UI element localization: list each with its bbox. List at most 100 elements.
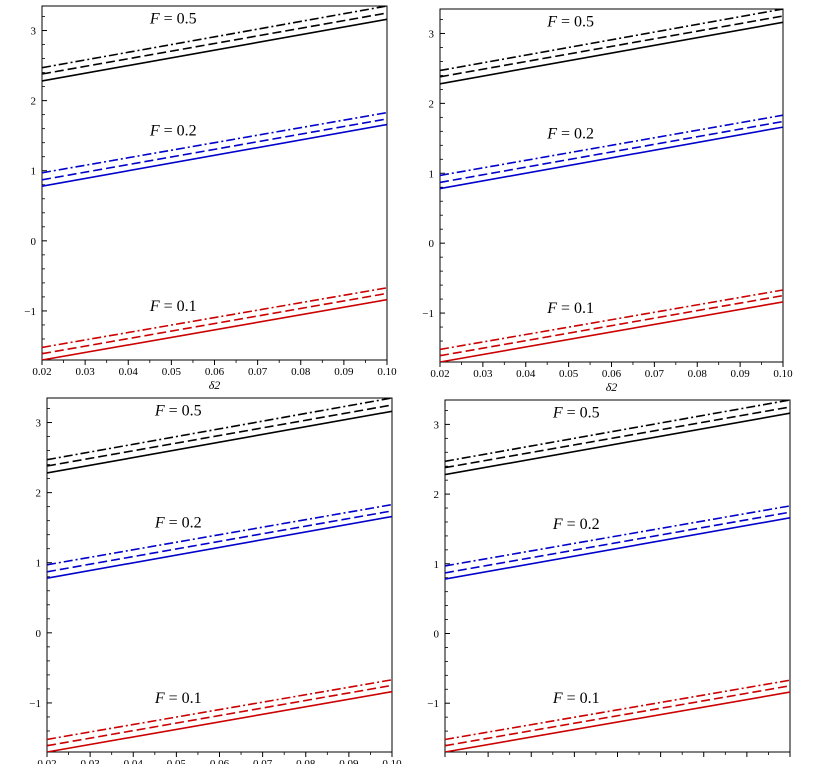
y-tick-label: 2 bbox=[36, 488, 42, 500]
x-tick-label: 0.07 bbox=[248, 366, 268, 378]
series-line-02-dashdot bbox=[42, 111, 387, 174]
y-tick-label: 3 bbox=[434, 419, 440, 431]
series-line-01-dash bbox=[440, 294, 783, 357]
series-line-01-dash bbox=[42, 292, 387, 355]
series-line-02-dash bbox=[440, 120, 783, 184]
series-line-02-dashdot bbox=[445, 505, 790, 567]
y-tick-label: 0 bbox=[31, 236, 37, 248]
series-line-02-dash bbox=[445, 511, 790, 574]
x-tick-label: 0.10 bbox=[382, 758, 402, 764]
x-tick-label: 0.09 bbox=[339, 758, 359, 764]
series-line-05-dashdot bbox=[445, 400, 790, 463]
chart-panel-2: −1 0 1 2 3 0.02 0.03 0.04 0.05 0.06 0.07 0.08 0.09 0.… bbox=[422, 8, 793, 394]
series-line-02-solid bbox=[47, 515, 392, 579]
y-tick-label: 0 bbox=[429, 238, 435, 250]
chart-panel-3: −1 0 1 2 3 0.02 0.03 0.04 0.05 0.06 0.07 0.08 0.09 0.… bbox=[29, 397, 402, 764]
series-line-05-solid bbox=[440, 21, 783, 85]
chart-panel-1: −1 0 1 2 3 0.02 0.03 0.04 0.05 0.06 0.07 0.08 0.09 0.… bbox=[24, 5, 397, 392]
y-tick-label: −1 bbox=[29, 698, 41, 710]
curve-annotation: F = 0.2 bbox=[546, 125, 594, 142]
x-tick-label: 0.03 bbox=[76, 366, 96, 378]
y-tick-label: −1 bbox=[427, 698, 439, 710]
x-tick-label: 0.06 bbox=[602, 368, 622, 380]
y-tick-label: 3 bbox=[429, 28, 435, 40]
series-line-01-solid bbox=[440, 301, 783, 362]
curve-annotation: F = 0.1 bbox=[552, 690, 600, 707]
series-line-01-dash bbox=[445, 685, 790, 747]
series-line-02-dashdot bbox=[440, 114, 783, 177]
y-tick-label: −1 bbox=[422, 308, 434, 320]
x-tick-label: 0.09 bbox=[731, 368, 751, 380]
curve-annotation: F = 0.5 bbox=[546, 13, 594, 30]
x-tick-label: 0.09 bbox=[334, 366, 354, 378]
curve-annotation: F = 0.5 bbox=[149, 11, 197, 28]
series-line-01-solid bbox=[47, 690, 392, 752]
x-tick-label: 0.10 bbox=[377, 366, 397, 378]
y-tick-label: 1 bbox=[434, 559, 440, 571]
series-line-05-dash bbox=[440, 15, 783, 78]
x-axis-label: δ2 bbox=[606, 380, 618, 394]
curve-annotation: F = 0.2 bbox=[552, 516, 600, 533]
x-tick-label: 0.07 bbox=[645, 368, 665, 380]
x-tick-label: 0.03 bbox=[473, 368, 493, 380]
curve-annotation: F = 0.1 bbox=[154, 690, 202, 707]
y-tick-label: 1 bbox=[429, 168, 435, 180]
series-line-05-dash bbox=[445, 406, 790, 469]
y-tick-label: 3 bbox=[36, 418, 42, 430]
series-line-05-solid bbox=[47, 410, 392, 474]
x-tick-label: 0.04 bbox=[516, 368, 536, 380]
x-tick-label: 0.05 bbox=[162, 366, 182, 378]
series-line-05-dash bbox=[47, 404, 392, 467]
series-line-05-dashdot bbox=[440, 9, 783, 72]
x-tick-label: 0.05 bbox=[559, 368, 579, 380]
y-tick-label: 0 bbox=[36, 628, 42, 640]
y-tick-label: 3 bbox=[31, 26, 37, 38]
curve-annotation: F = 0.5 bbox=[154, 403, 202, 420]
x-tick-label: 0.06 bbox=[210, 758, 230, 764]
series-line-02-solid bbox=[445, 517, 790, 580]
series-line-05-dash bbox=[42, 12, 387, 75]
series-line-01-dashdot bbox=[42, 287, 387, 349]
x-tick-label: 0.06 bbox=[205, 366, 225, 378]
y-tick-label: 2 bbox=[434, 489, 440, 501]
series-group bbox=[440, 9, 783, 362]
x-tick-label: 0.08 bbox=[688, 368, 708, 380]
x-tick-label: 0.10 bbox=[773, 368, 793, 380]
x-axis-label: δ2 bbox=[209, 378, 221, 392]
series-line-02-solid bbox=[42, 123, 387, 187]
x-tick-label: 0.02 bbox=[430, 368, 449, 380]
series-line-05-dashdot bbox=[47, 398, 392, 461]
x-tick-label: 0.08 bbox=[291, 366, 311, 378]
series-group bbox=[42, 6, 387, 360]
y-tick-label: −1 bbox=[24, 306, 36, 318]
x-tick-label: 0.02 bbox=[32, 366, 51, 378]
series-group bbox=[445, 400, 790, 752]
series-line-05-dashdot bbox=[42, 6, 387, 69]
curve-annotation: F = 0.1 bbox=[546, 300, 594, 317]
series-line-01-solid bbox=[445, 691, 790, 752]
x-tick-label: 0.02 bbox=[37, 758, 56, 764]
series-line-05-solid bbox=[42, 18, 387, 82]
series-line-01-solid bbox=[42, 298, 387, 360]
series-line-01-dashdot bbox=[440, 289, 783, 351]
x-tick-label: 0.04 bbox=[124, 758, 144, 764]
x-tick-label: 0.03 bbox=[81, 758, 101, 764]
y-tick-label: 2 bbox=[429, 98, 435, 110]
curve-annotation: F = 0.5 bbox=[552, 404, 600, 421]
curve-annotation: F = 0.2 bbox=[154, 515, 202, 532]
series-line-02-dash bbox=[42, 118, 387, 181]
x-tick-label: 0.05 bbox=[167, 758, 187, 764]
series-line-01-dash bbox=[47, 684, 392, 747]
series-line-01-dashdot bbox=[445, 679, 790, 741]
y-tick-label: 1 bbox=[36, 558, 42, 570]
series-line-02-dashdot bbox=[47, 503, 392, 566]
x-tick-label: 0.08 bbox=[296, 758, 316, 764]
chart-panel-4: −1 0 1 2 3 F = 0.5 F = 0.2 F = 0.1 bbox=[427, 399, 791, 757]
series-group bbox=[47, 398, 392, 752]
curve-annotation: F = 0.1 bbox=[149, 298, 197, 315]
y-tick-label: 1 bbox=[31, 166, 37, 178]
y-tick-label: 2 bbox=[31, 96, 37, 108]
x-tick-label: 0.07 bbox=[253, 758, 273, 764]
x-tick-label: 0.04 bbox=[119, 366, 139, 378]
